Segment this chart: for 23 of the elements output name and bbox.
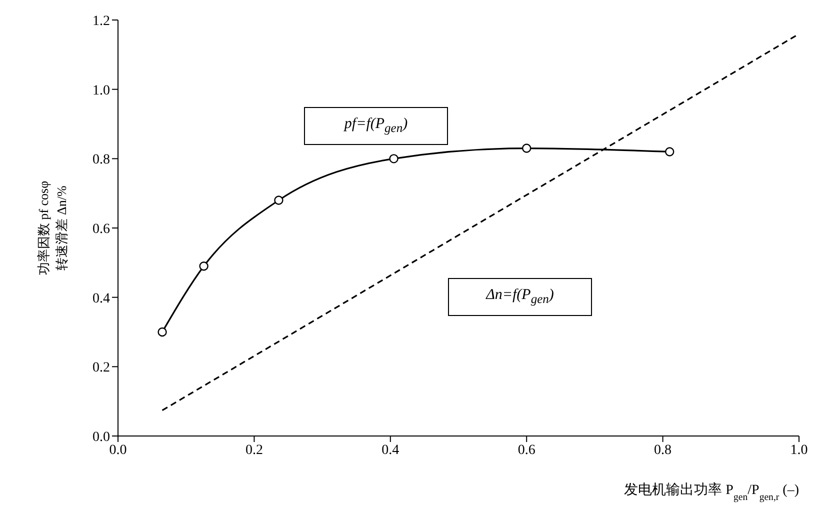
- annotation: Δn=f(P$_{gen}$): [486, 287, 554, 307]
- y-axis-title: 功率因数 pf cosφ 转速滑差 Δn/%: [36, 180, 69, 276]
- point: [665, 147, 674, 156]
- x-axis-title: 发电机输出功率 P$_{gen}$/P$_{gen,r}$ (–): [624, 482, 800, 502]
- x-tick-label: 0.8: [654, 442, 672, 458]
- y-tick-label: 0.8: [92, 152, 110, 168]
- x-tick-label: 1.0: [790, 442, 808, 458]
- y-tick-label: 1.0: [92, 83, 110, 98]
- point: [199, 262, 208, 271]
- annotation: pf=f(P$_{gen}$): [344, 116, 408, 136]
- x-tick-label: 0.4: [382, 442, 400, 458]
- y-tick-label: 0.2: [92, 360, 110, 376]
- y-tick-label: 1.2: [92, 14, 110, 29]
- x-tick-label: 0.0: [109, 442, 127, 458]
- point: [274, 196, 284, 205]
- y-tick-label: 0.0: [92, 430, 110, 445]
- point: [389, 154, 398, 164]
- y-tick-label: 0.6: [92, 222, 110, 237]
- point: [158, 327, 167, 337]
- point: [522, 144, 532, 153]
- y-tick-label: 0.4: [92, 291, 110, 306]
- x-tick-label: 0.6: [518, 442, 536, 458]
- x-tick-label: 0.2: [245, 442, 263, 458]
